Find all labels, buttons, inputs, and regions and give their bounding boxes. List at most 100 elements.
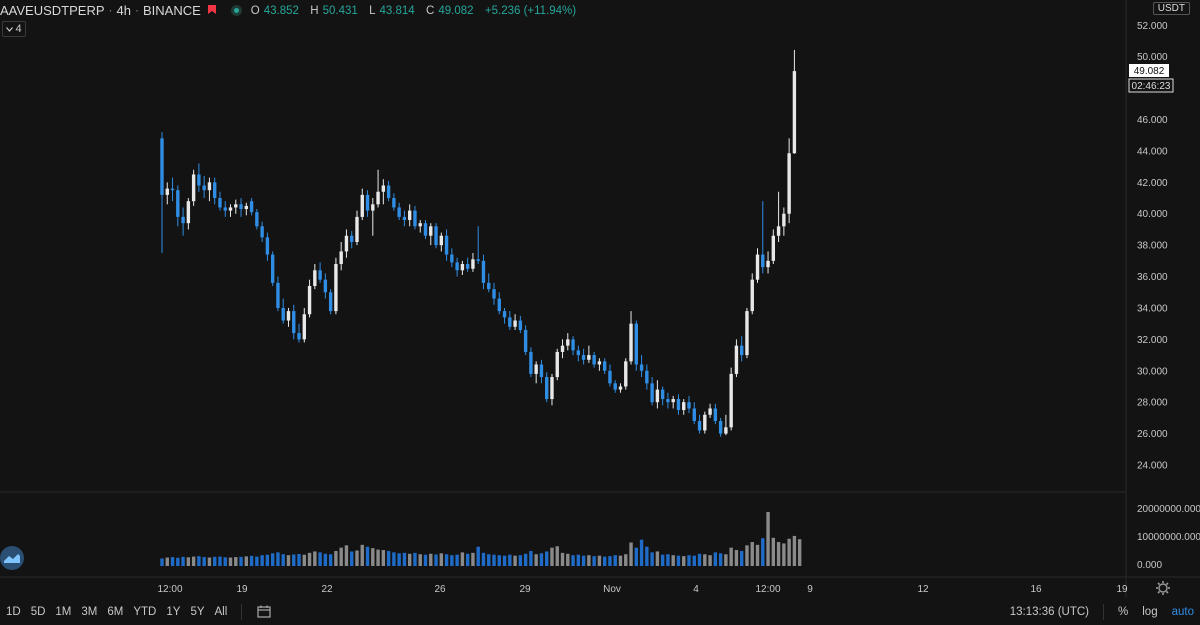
candle xyxy=(560,339,565,359)
candle xyxy=(181,207,185,236)
volume-bar xyxy=(587,555,591,566)
volume-bar xyxy=(734,550,739,566)
volume-bar xyxy=(618,555,623,566)
volume-axis[interactable]: 20000000.000 10000000.000 0.000 xyxy=(1137,504,1200,571)
candle xyxy=(355,210,359,246)
volume-bar xyxy=(666,554,670,566)
candle xyxy=(713,403,718,425)
percent-scale-toggle[interactable]: % xyxy=(1118,605,1129,618)
price-tick-label: 40.000 xyxy=(1137,209,1168,220)
collapse-indicators-button[interactable]: 4 xyxy=(2,21,26,37)
candle xyxy=(618,383,623,393)
price-tick-label: 34.000 xyxy=(1137,303,1168,314)
candle xyxy=(260,221,264,243)
volume-bar xyxy=(450,555,454,566)
candle xyxy=(718,417,723,437)
candle xyxy=(313,263,317,290)
candle xyxy=(302,307,306,343)
candle xyxy=(555,348,559,381)
candle xyxy=(170,177,175,202)
interval-label[interactable]: 4h xyxy=(116,2,131,18)
range-all-button[interactable]: All xyxy=(214,605,228,618)
volume-bar xyxy=(692,555,696,566)
auto-scale-toggle[interactable]: auto xyxy=(1171,605,1194,618)
candle xyxy=(508,311,512,330)
candle xyxy=(344,229,349,258)
volume-bar xyxy=(539,553,544,566)
candle xyxy=(376,169,380,208)
volume-bar xyxy=(165,557,169,566)
ohlc-values: O 43.852 H 50.431 L 43.814 C 49.082 +5.236 (… xyxy=(251,3,580,17)
volume-bar xyxy=(687,555,691,566)
tradingview-logo-icon[interactable] xyxy=(0,546,24,570)
volume-tick-label: 20000000.000 xyxy=(1137,504,1200,515)
price-tick-label: 26.000 xyxy=(1137,429,1168,440)
candle xyxy=(529,347,533,378)
volume-bar xyxy=(371,548,375,566)
volume-bar xyxy=(745,545,749,566)
candle xyxy=(613,380,617,393)
volume-bar xyxy=(792,535,797,566)
range-ytd-button[interactable]: YTD xyxy=(133,605,157,618)
candle xyxy=(418,220,422,233)
candle xyxy=(671,395,675,409)
candle xyxy=(497,292,501,315)
candle xyxy=(297,323,301,343)
range-1m-button[interactable]: 1M xyxy=(55,605,72,618)
volume-bar xyxy=(307,552,312,566)
volume-bar xyxy=(581,555,586,566)
flag-icon xyxy=(207,5,216,14)
candle xyxy=(682,399,686,415)
candlestick-chart[interactable]: 52.00050.00048.00046.00044.00042.00040.0… xyxy=(0,0,1200,598)
range-6m-button[interactable]: 6M xyxy=(107,605,124,618)
candle xyxy=(165,182,169,205)
candle xyxy=(782,207,786,236)
volume-bar xyxy=(602,556,607,566)
candle xyxy=(740,336,744,362)
range-1d-button[interactable]: 1D xyxy=(6,605,21,618)
candle xyxy=(576,345,581,362)
range-1y-button[interactable]: 1Y xyxy=(166,605,181,618)
candle xyxy=(365,190,370,217)
candle xyxy=(434,223,438,249)
candle xyxy=(502,307,507,324)
range-5d-button[interactable]: 5D xyxy=(30,605,46,618)
candle xyxy=(776,191,781,243)
candle xyxy=(571,336,575,356)
volume-bar xyxy=(713,552,718,566)
volume-bar xyxy=(249,555,254,566)
time-axis[interactable]: 12:00 19 22 26 29 Nov 4 12:00 9 12 16 19 xyxy=(157,584,1128,595)
market-status-icon xyxy=(230,4,242,16)
range-5y-button[interactable]: 5Y xyxy=(190,605,205,618)
candle xyxy=(634,320,638,371)
log-scale-toggle[interactable]: log xyxy=(1142,605,1158,618)
time-tick-label: 12:00 xyxy=(755,584,780,595)
time-tick-label: 4 xyxy=(693,584,699,595)
volume-bar xyxy=(381,550,386,566)
volume-bar xyxy=(660,554,665,566)
price-tick-label: 28.000 xyxy=(1137,398,1168,409)
candle xyxy=(645,364,649,390)
settings-gear-icon[interactable] xyxy=(1156,581,1170,595)
volume-bar xyxy=(750,542,754,566)
time-tick-label: 12:00 xyxy=(157,584,182,595)
range-3m-button[interactable]: 3M xyxy=(81,605,98,618)
candle xyxy=(597,358,602,371)
volume-tick-label: 10000000.000 xyxy=(1137,532,1200,543)
candle xyxy=(755,248,760,283)
date-range-icon[interactable] xyxy=(256,605,272,619)
candle xyxy=(465,257,470,272)
volume-bar xyxy=(545,551,549,566)
volume-bar xyxy=(523,553,528,566)
volume-bar xyxy=(213,556,217,566)
volume-bar xyxy=(265,554,270,566)
price-tick-label: 30.000 xyxy=(1137,366,1168,377)
utc-clock[interactable]: 13:13:36 (UTC) xyxy=(1009,605,1090,618)
price-tick-label: 52.000 xyxy=(1137,21,1168,32)
candle xyxy=(160,132,164,254)
symbol-name[interactable]: AAVEUSDTPERP xyxy=(0,2,105,18)
volume-bar xyxy=(560,552,565,566)
volume-bar xyxy=(228,557,233,566)
currency-badge[interactable]: USDT xyxy=(1152,2,1190,15)
candle xyxy=(292,304,296,340)
